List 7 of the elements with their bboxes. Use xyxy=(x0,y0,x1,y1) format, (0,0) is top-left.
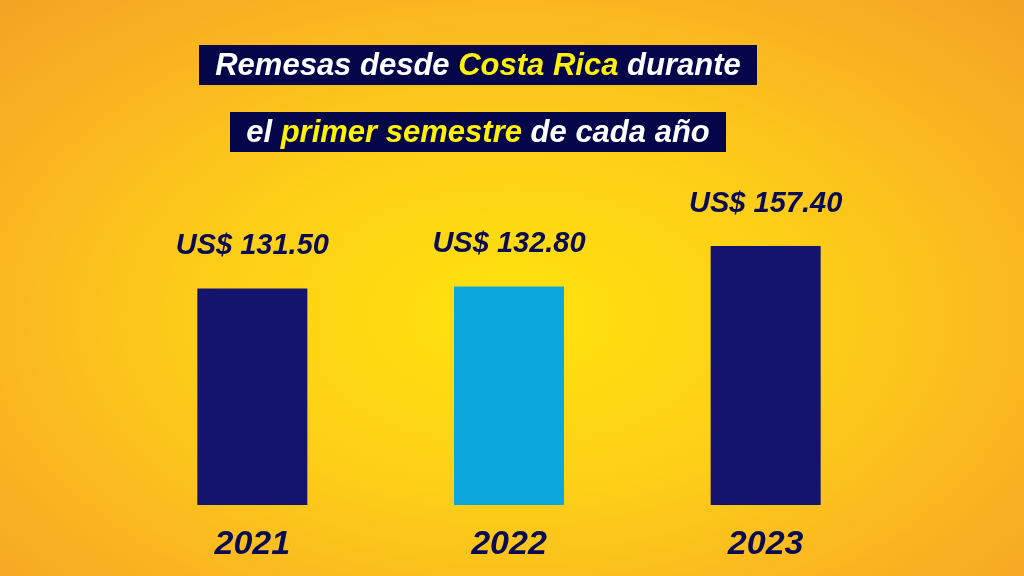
x-tick-label: 2021 xyxy=(213,523,291,561)
data-label: US$ 132.80 xyxy=(432,225,586,258)
x-tick-label: 2023 xyxy=(726,523,804,561)
x-tick-label: 2022 xyxy=(470,523,547,561)
chart-title: Remesas desde Costa Rica durante el primer semestre de cada año xyxy=(215,47,741,149)
data-label: US$ 131.50 xyxy=(175,228,329,261)
data-label: US$ 157.40 xyxy=(689,185,843,218)
